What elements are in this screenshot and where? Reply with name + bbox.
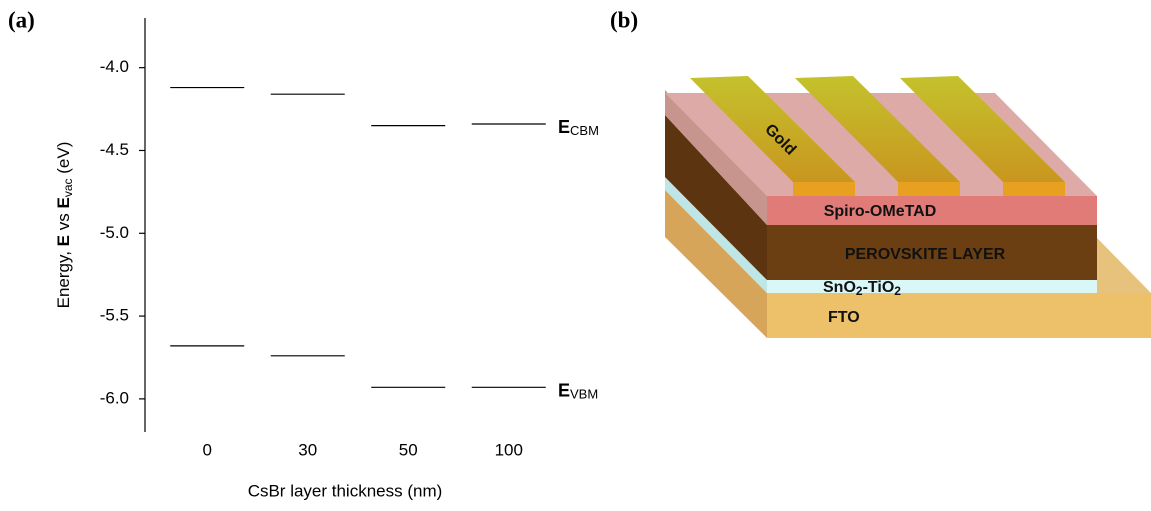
y-tick-label: -6.0: [100, 388, 129, 407]
x-axis-label: CsBr layer thickness (nm): [248, 481, 443, 500]
x-tick-label: 100: [495, 440, 523, 459]
y-label-part: E: [54, 235, 73, 246]
y-tick-label: -4.0: [100, 57, 129, 76]
etl-front: [767, 280, 1097, 293]
y-label-part: vac: [61, 178, 75, 197]
panel-label: (a): [8, 7, 35, 32]
gold-finger-front: [898, 182, 960, 196]
etl-label-part: -TiO: [863, 279, 895, 296]
gold-finger-front: [1003, 182, 1065, 196]
y-label-part: E: [54, 197, 73, 208]
layer-label: PEROVSKITE LAYER: [845, 246, 1006, 263]
panel-label: (b): [610, 7, 638, 32]
y-label-part: (eV): [54, 142, 73, 179]
layer-label: FTO: [828, 309, 860, 326]
figure: (a) (b) CsBr layer thickness (nm) Energy…: [0, 0, 1151, 506]
y-label-part: Energy,: [54, 246, 73, 308]
fto-front: [767, 293, 1151, 338]
series-label: EVBM: [558, 380, 598, 402]
series-label: ECBM: [558, 117, 599, 139]
series-subscript: CBM: [570, 123, 599, 138]
x-tick-label: 0: [203, 440, 212, 459]
etl-label-part: 2: [894, 284, 901, 298]
gold-finger-front: [793, 182, 855, 196]
y-label-part: vs: [54, 209, 73, 235]
layer-label: Spiro-OMeTAD: [824, 203, 937, 220]
x-tick-label: 30: [298, 440, 317, 459]
y-tick-label: -5.0: [100, 223, 129, 242]
series-subscript: VBM: [570, 387, 598, 402]
etl-label-part: SnO: [823, 279, 856, 296]
layer-label: SnO2-TiO2: [823, 279, 901, 298]
y-tick-label: -5.5: [100, 306, 129, 325]
y-tick-label: -4.5: [100, 140, 129, 159]
device-diagram: Gold Spiro-OMeTAD PEROVSKITE LAYER SnO2-…: [665, 76, 1151, 338]
series-name: E: [558, 117, 570, 137]
chart: CsBr layer thickness (nm) Energy, E vs E…: [54, 18, 598, 500]
y-axis-label: Energy, E vs Evac (eV): [54, 142, 75, 309]
series-name: E: [558, 380, 570, 400]
x-tick-label: 50: [399, 440, 418, 459]
